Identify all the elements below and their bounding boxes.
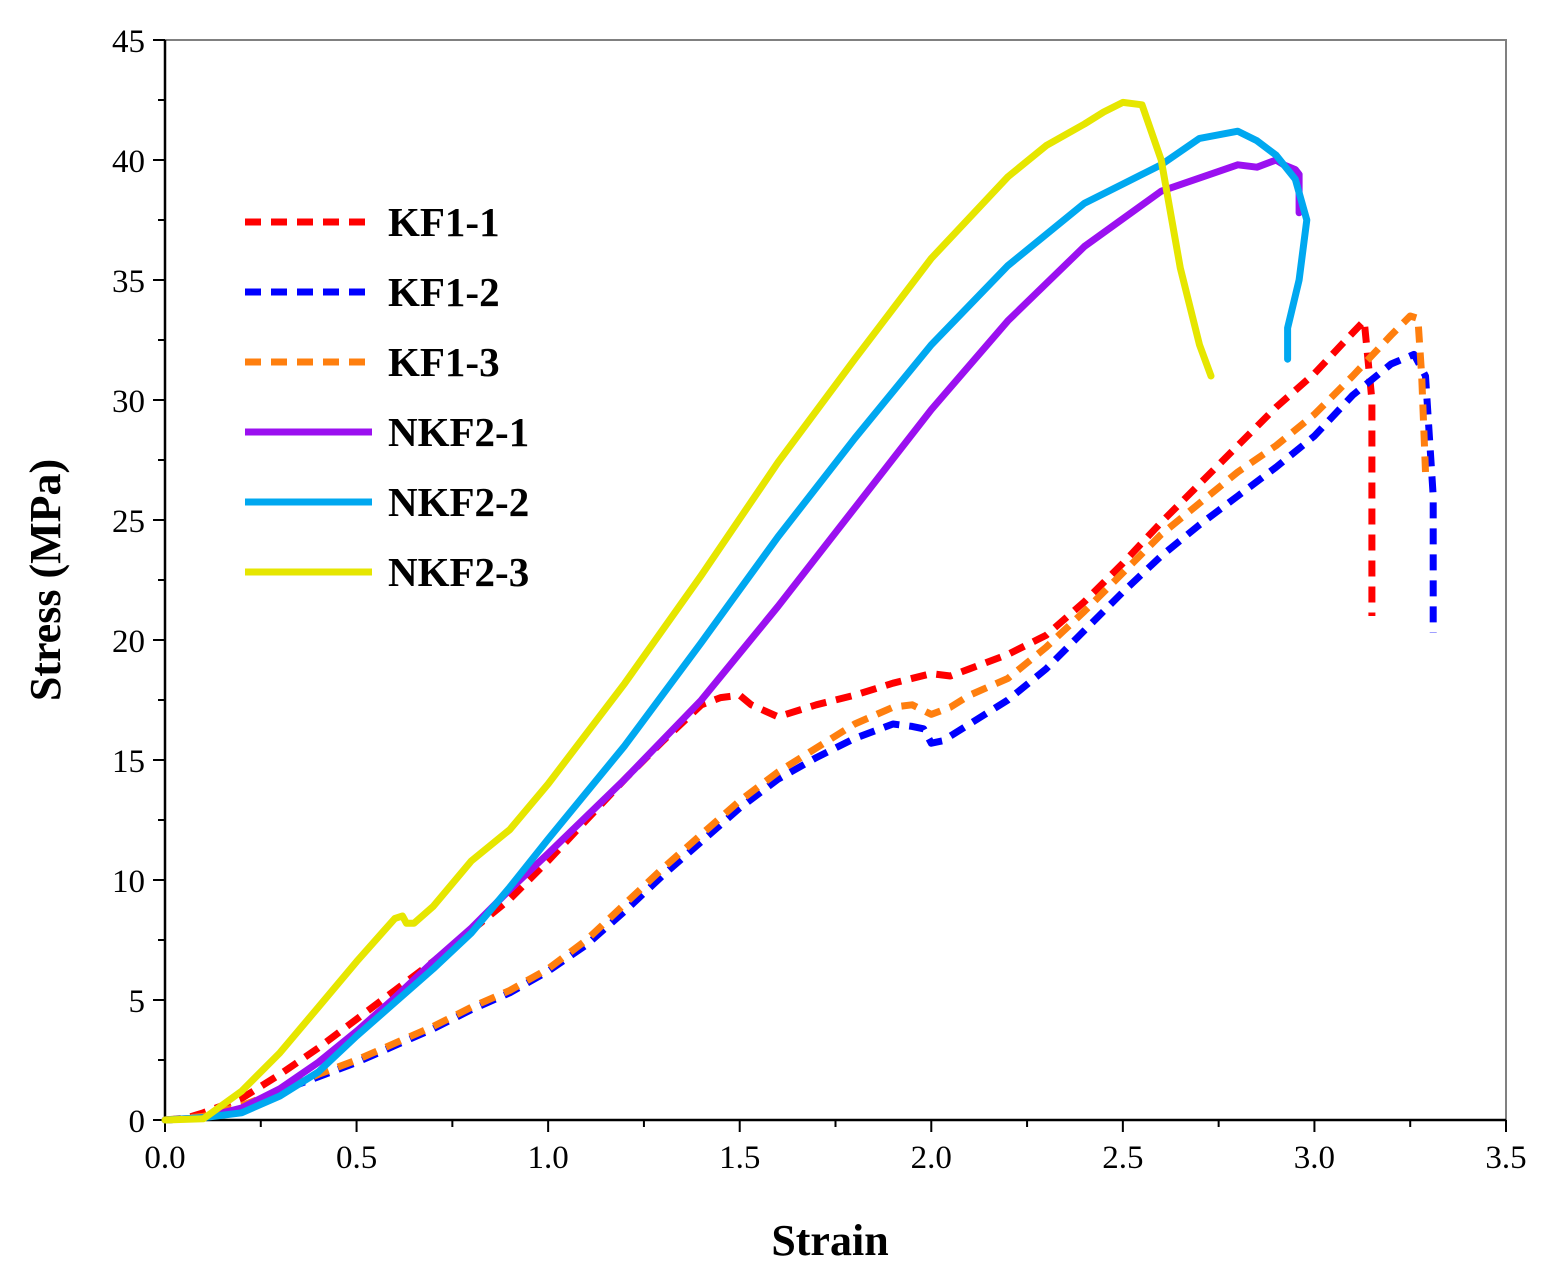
y-tick-label: 30	[112, 384, 145, 420]
x-tick-label: 2.5	[1102, 1140, 1143, 1176]
y-tick-label: 20	[112, 624, 145, 660]
x-tick-label: 0.5	[336, 1140, 377, 1176]
y-tick-label: 40	[112, 144, 145, 180]
y-tick-label: 45	[112, 24, 145, 60]
series-line-kf1-1	[164, 317, 1376, 1124]
x-tick-label: 1.5	[719, 1140, 760, 1176]
x-tick-label: 2.0	[911, 1140, 952, 1176]
axes-layer: 0.0 0.5 1.0 1.5 2.0 2.5 3.0 3.5 0 5 10 15 20 25 30 35 40…	[112, 24, 1527, 1176]
series-line-kf1-3	[164, 312, 1429, 1124]
x-tick-label: 1.0	[528, 1140, 569, 1176]
y-tick-label: 10	[112, 864, 145, 900]
legend-label-nkf2-2: NKF2-2	[388, 479, 529, 525]
series-line-kf1-2	[164, 350, 1437, 1124]
series-line-nkf2-1	[161, 156, 1303, 1124]
y-axis-title: Stress (MPa)	[21, 459, 70, 701]
legend-label-kf1-3: KF1-3	[388, 339, 500, 385]
y-tick-label: 15	[112, 744, 145, 780]
series-line-nkf2-3	[161, 98, 1215, 1124]
series-layer	[161, 98, 1437, 1124]
x-tick-label: 3.0	[1294, 1140, 1335, 1176]
y-tick-label: 5	[129, 984, 146, 1020]
x-tick-label: 0.0	[144, 1140, 185, 1176]
legend-label-nkf2-3: NKF2-3	[388, 549, 529, 595]
y-tick-label: 0	[129, 1104, 146, 1140]
y-tick-label: 35	[112, 264, 145, 300]
y-tick-label: 25	[112, 504, 145, 540]
x-tick-label: 3.5	[1485, 1140, 1526, 1176]
series-line-nkf2-2	[161, 127, 1311, 1124]
legend: KF1-1 KF1-2 KF1-3 NKF2-1 NKF2-2 NKF2-3	[245, 199, 529, 595]
x-axis-title: Strain	[771, 1216, 888, 1265]
legend-label-kf1-1: KF1-1	[388, 199, 500, 245]
legend-label-nkf2-1: NKF2-1	[388, 409, 529, 455]
legend-label-kf1-2: KF1-2	[388, 269, 500, 315]
